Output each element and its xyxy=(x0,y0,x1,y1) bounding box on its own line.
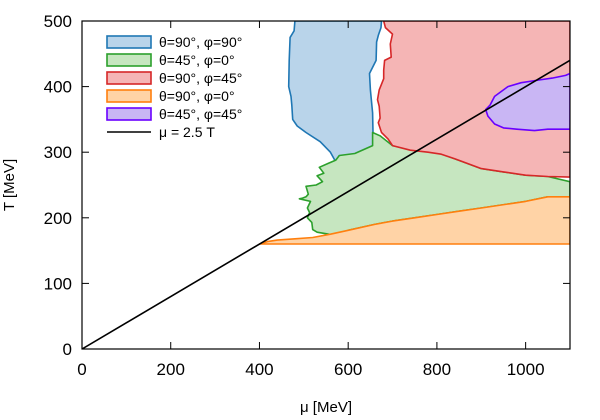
legend-swatch-0 xyxy=(106,35,152,49)
legend-label-4: θ=45°, φ=45° xyxy=(159,106,242,122)
legend-label-1: θ=45°, φ=0° xyxy=(159,52,235,68)
area-series-3 xyxy=(258,196,570,245)
x-tick-label: 0 xyxy=(77,360,86,379)
y-tick-label: 300 xyxy=(44,143,72,162)
legend-swatch-3 xyxy=(106,89,152,103)
legend: θ=90°, φ=90° θ=45°, φ=0° θ=90°, φ=45° θ=90°… xyxy=(106,34,242,140)
y-tick-label: 500 xyxy=(44,12,72,31)
legend-label-2: θ=90°, φ=45° xyxy=(159,70,242,86)
area-series-0 xyxy=(287,21,383,165)
y-tick-label: 0 xyxy=(63,340,72,359)
y-tick-label: 100 xyxy=(44,274,72,293)
legend-swatch-4 xyxy=(106,107,152,121)
legend-swatch-1 xyxy=(106,53,152,67)
plot-frame xyxy=(81,20,571,350)
x-axis-label: μ [MeV] xyxy=(300,399,352,416)
axis-ticks: 0 200 400 600 800 1000 0 100 200 300 400 500 xyxy=(44,12,570,379)
legend-label-0: θ=90°, φ=90° xyxy=(159,34,242,50)
y-tick-label: 400 xyxy=(44,78,72,97)
legend-label-5: μ = 2.5 T xyxy=(159,124,215,140)
area-series-group xyxy=(258,21,570,245)
y-tick-label: 200 xyxy=(44,209,72,228)
x-tick-label: 800 xyxy=(423,360,451,379)
reference-line-group xyxy=(82,59,570,349)
x-tick-label: 400 xyxy=(245,360,273,379)
x-tick-label: 200 xyxy=(157,360,185,379)
reference-line xyxy=(82,59,570,349)
legend-label-3: θ=90°, φ=0° xyxy=(159,88,235,104)
x-tick-label: 600 xyxy=(334,360,362,379)
y-axis-label: T [MeV] xyxy=(1,159,18,211)
legend-swatch-2 xyxy=(106,71,152,85)
x-tick-label: 1000 xyxy=(507,360,545,379)
area-series-2 xyxy=(376,21,570,178)
